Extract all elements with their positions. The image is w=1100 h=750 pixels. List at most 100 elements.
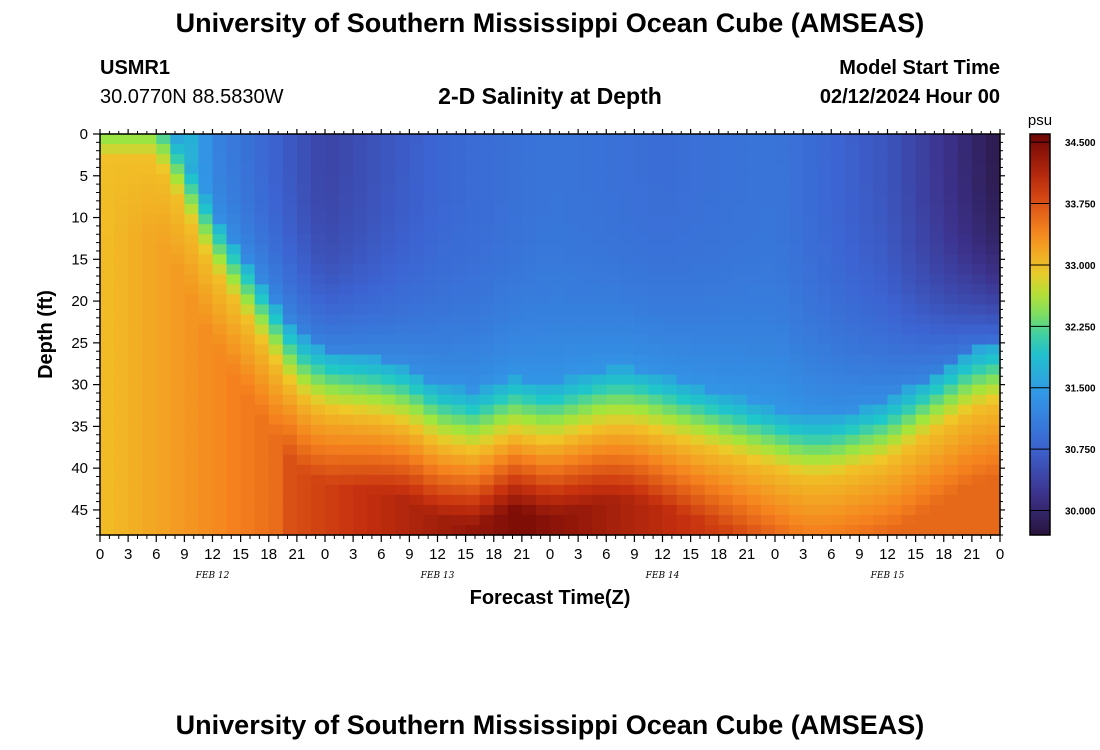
- heatmap-cell: [718, 424, 734, 436]
- heatmap-cell: [606, 514, 621, 526]
- heatmap-cell: [535, 444, 551, 456]
- heatmap-cell: [606, 364, 621, 376]
- heatmap-cell: [746, 164, 762, 175]
- heatmap-cell: [985, 304, 1001, 316]
- heatmap-cell: [746, 204, 762, 215]
- heatmap-cell: [437, 344, 453, 356]
- heatmap-cell: [718, 154, 734, 165]
- heatmap-cell: [395, 264, 410, 275]
- heatmap-cell: [367, 134, 382, 145]
- heatmap-cell: [212, 164, 228, 175]
- heatmap-cell: [395, 204, 410, 215]
- heatmap-cell: [268, 344, 284, 356]
- heatmap-cell: [142, 504, 157, 516]
- heatmap-cell: [268, 314, 284, 326]
- heatmap-cell: [760, 284, 776, 295]
- heatmap-cell: [789, 254, 804, 265]
- heatmap-cell: [929, 154, 945, 165]
- heatmap-cell: [535, 224, 551, 235]
- heatmap-cell: [282, 154, 298, 165]
- heatmap-cell: [310, 224, 326, 235]
- heatmap-cell: [479, 484, 495, 496]
- x-tick-label: 3: [124, 546, 132, 563]
- heatmap-cell: [212, 184, 228, 195]
- heatmap-cell: [690, 424, 706, 436]
- heatmap-cell: [704, 464, 720, 476]
- heatmap-cell: [493, 514, 509, 526]
- heatmap-cell: [240, 334, 256, 346]
- heatmap-cell: [873, 304, 889, 316]
- heatmap-cell: [465, 164, 481, 175]
- heatmap-cell: [662, 264, 678, 275]
- heatmap-cell: [451, 384, 467, 396]
- heatmap-cell: [831, 354, 846, 366]
- heatmap-cell: [718, 234, 734, 245]
- heatmap-cell: [704, 284, 720, 295]
- heatmap-cell: [212, 424, 228, 436]
- heatmap-cell: [367, 294, 382, 306]
- heatmap-cell: [732, 384, 748, 396]
- heatmap-cell: [437, 364, 453, 376]
- heatmap-cell: [114, 214, 129, 225]
- heatmap-cell: [775, 264, 790, 275]
- heatmap-cell: [690, 264, 706, 275]
- heatmap-cell: [718, 434, 734, 446]
- heatmap-cell: [437, 504, 453, 516]
- heatmap-cell: [381, 454, 396, 466]
- heatmap-cell: [451, 424, 467, 436]
- heatmap-cell: [128, 454, 143, 466]
- heatmap-cell: [493, 244, 509, 255]
- heatmap-cell: [662, 514, 678, 526]
- heatmap-cell: [184, 504, 200, 516]
- heatmap-cell: [887, 524, 903, 536]
- heatmap-cell: [704, 164, 720, 175]
- heatmap-cell: [437, 434, 453, 446]
- colorbar-scale: [1029, 133, 1051, 536]
- heatmap-cell: [704, 424, 720, 436]
- heatmap-cell: [845, 424, 860, 436]
- heatmap-cell: [985, 404, 1001, 416]
- heatmap-cell: [592, 374, 607, 386]
- heatmap-cell: [212, 464, 228, 476]
- heatmap-cell: [564, 364, 579, 376]
- heatmap-cell: [353, 494, 368, 506]
- heatmap-cell: [212, 224, 228, 235]
- heatmap-cell: [212, 524, 228, 536]
- heatmap-cell: [296, 444, 312, 456]
- heatmap-cell: [887, 154, 903, 165]
- heatmap-cell: [606, 304, 621, 316]
- heatmap-cell: [128, 234, 143, 245]
- heatmap-cell: [535, 134, 551, 145]
- heatmap-cell: [789, 284, 804, 295]
- heatmap-cell: [676, 384, 692, 396]
- heatmap-cell: [184, 464, 200, 476]
- heatmap-cell: [985, 244, 1001, 255]
- heatmap-cell: [198, 364, 214, 376]
- heatmap-cell: [254, 444, 270, 456]
- heatmap-cell: [578, 244, 593, 255]
- heatmap-cell: [212, 134, 228, 145]
- heatmap-cell: [254, 404, 270, 416]
- heatmap-cell: [451, 324, 467, 336]
- heatmap-cell: [493, 434, 509, 446]
- heatmap-cell: [760, 174, 776, 185]
- heatmap-cell: [142, 204, 157, 215]
- heatmap-cell: [634, 274, 650, 285]
- heatmap-cell: [423, 524, 439, 536]
- heatmap-cell: [592, 204, 607, 215]
- heatmap-cell: [887, 504, 903, 516]
- heatmap-cell: [929, 334, 945, 346]
- heatmap-cell: [128, 344, 143, 356]
- heatmap-cell: [606, 244, 621, 255]
- heatmap-cell: [648, 384, 664, 396]
- heatmap-cell: [550, 404, 565, 416]
- heatmap-cell: [859, 444, 875, 456]
- heatmap-cell: [789, 464, 804, 476]
- heatmap-cell: [760, 234, 776, 245]
- heatmap-cell: [170, 444, 185, 456]
- heatmap-cell: [943, 314, 959, 326]
- heatmap-cell: [451, 474, 467, 486]
- heatmap-cell: [100, 434, 115, 446]
- heatmap-cell: [296, 164, 312, 175]
- heatmap-cell: [873, 504, 889, 516]
